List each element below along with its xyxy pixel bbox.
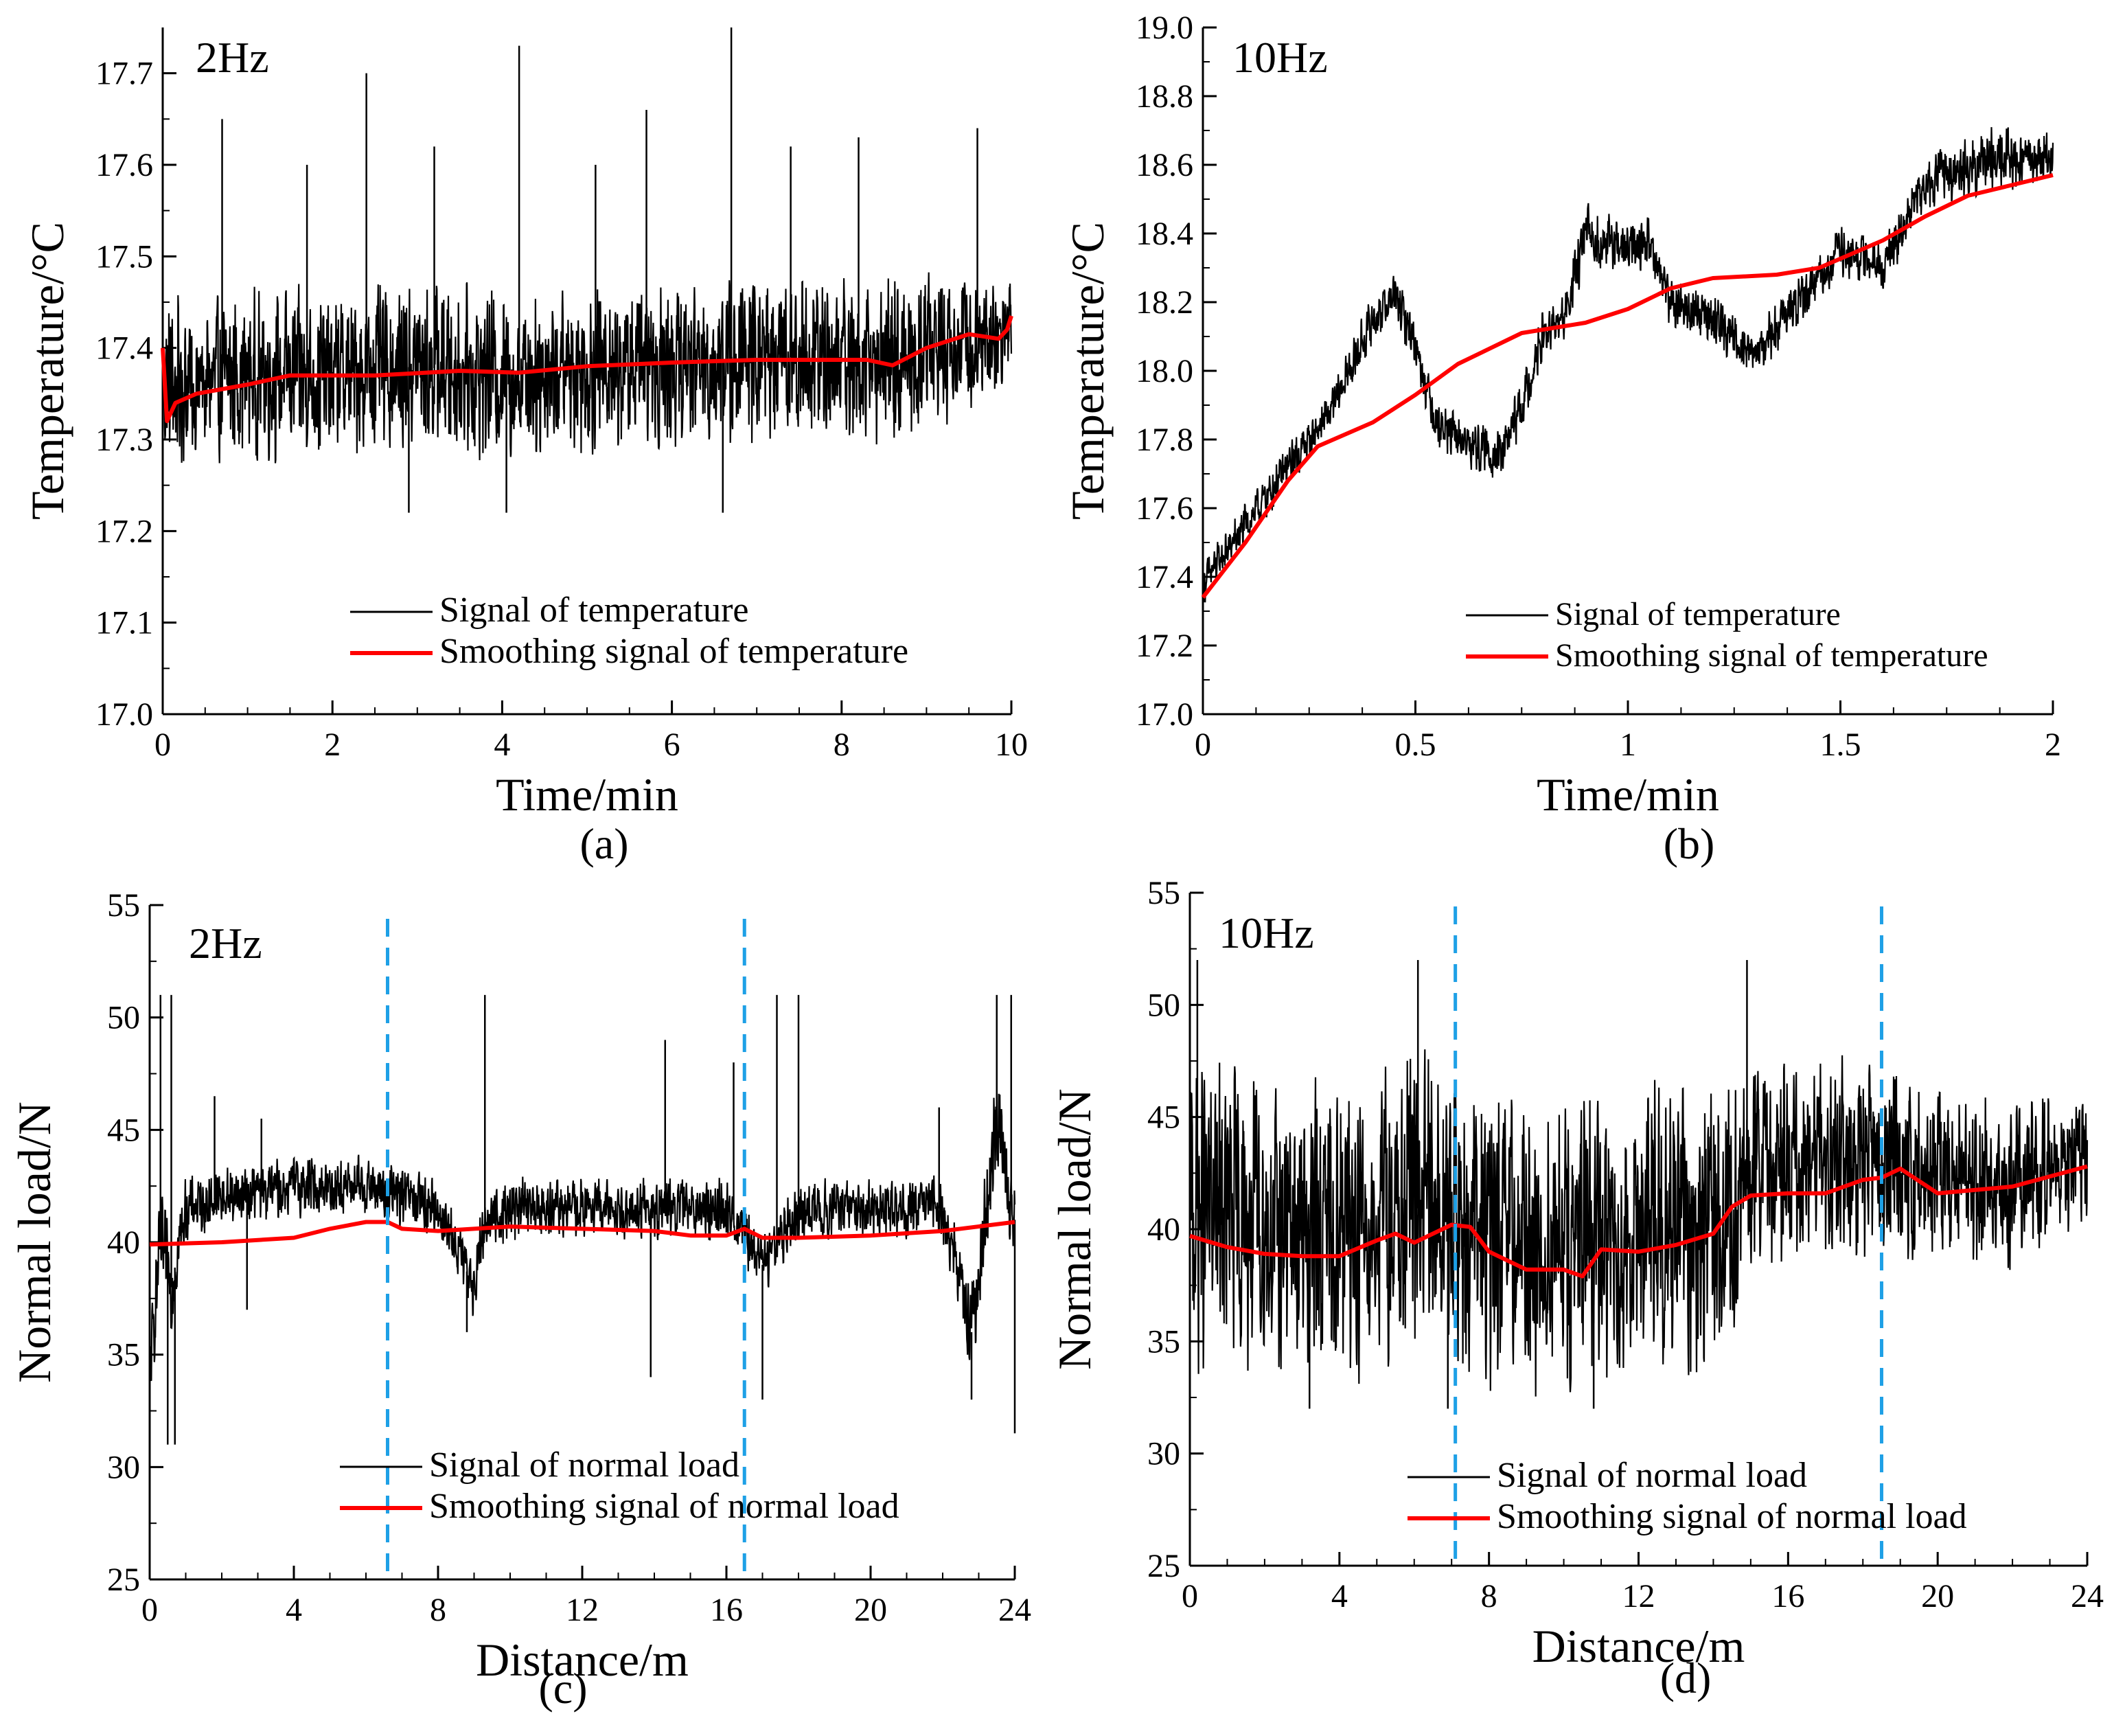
x-tick-label: 1 [1620,727,1636,763]
frequency-annotation: 10Hz [1219,909,1314,957]
y-tick-label: 25 [107,1562,140,1598]
x-tick-label: 2 [2045,727,2061,763]
x-tick-label: 0 [1182,1578,1198,1614]
y-tick-label: 17.6 [95,147,153,183]
x-tick-label: 8 [430,1592,446,1628]
y-tick-label: 50 [1147,987,1180,1023]
x-axis-label: Time/min [496,768,678,821]
raw-signal-line [161,272,1013,464]
y-tick-label: 45 [107,1112,140,1148]
y-tick-label: 17.7 [95,56,153,92]
x-tick-label: 20 [854,1592,887,1628]
x-tick-label: 16 [710,1592,743,1628]
x-tick-label: 12 [1622,1578,1655,1614]
y-tick-label: 30 [107,1449,140,1485]
x-tick-label: 6 [664,727,680,763]
x-axis-label: Distance/m [1532,1620,1745,1672]
y-tick-label: 45 [1147,1099,1180,1136]
smooth-signal-line [1189,1164,2088,1279]
panels-group: 0 2 4 6 8 1017.017.117.217.317.417.517.617.7T… [8,10,2104,1713]
frequency-annotation: 10Hz [1232,33,1328,82]
y-tick-label: 40 [107,1224,140,1261]
legend-label: Smoothing signal of temperature [439,632,908,671]
x-tick-label: 12 [566,1592,599,1628]
y-tick-label: 17.3 [95,422,153,458]
x-tick-label: 4 [494,727,510,763]
x-tick-label: 2 [324,727,341,763]
frequency-annotation: 2Hz [189,919,262,968]
y-tick-label: 17.1 [95,605,153,641]
smooth-signal-line [161,315,1013,424]
y-tick-label: 17.4 [1136,559,1193,595]
y-tick-label: 17.4 [95,330,153,367]
panel-caption: (a) [579,819,628,868]
x-tick-label: 8 [834,727,850,763]
y-tick-label: 17.2 [95,513,153,549]
x-tick-label: 0 [154,727,171,763]
x-tick-label: 16 [1771,1578,1804,1614]
panel-caption: (d) [1660,1654,1712,1702]
raw-signal-line [148,1093,1016,1382]
x-tick-label: 8 [1481,1578,1497,1614]
legend-label: Signal of temperature [1555,596,1841,632]
legend-label: Signal of temperature [439,591,749,630]
y-tick-label: 25 [1147,1548,1180,1584]
y-axis-label: Temperature/°C [21,222,73,520]
x-tick-label: 0 [1195,727,1211,763]
smooth-signal-line [149,1220,1015,1247]
y-tick-label: 18.0 [1136,353,1193,389]
y-tick-label: 18.2 [1136,284,1193,321]
y-tick-label: 40 [1147,1211,1180,1248]
x-tick-label: 24 [2071,1578,2104,1614]
raw-signal-line [1188,1049,2089,1397]
chart-panel-b: 0 0.5 1 1.5 2 17.0 17.2 17.4 17.6 17.8 18.0 18.2 18.… [1061,10,2061,868]
frequency-annotation: 2Hz [196,33,269,82]
y-tick-label: 18.6 [1136,147,1193,183]
panel-caption: (c) [538,1664,587,1713]
legend-label: Signal of normal load [1497,1456,1807,1495]
y-tick-label: 17.0 [95,696,153,733]
legend-label: Smoothing signal of normal load [429,1487,899,1526]
panel-caption: (b) [1664,819,1715,868]
x-axis-label: Distance/m [476,1634,689,1686]
legend-label: Signal of normal load [429,1446,739,1485]
raw-signal-line [1202,127,2054,603]
y-tick-label: 18.8 [1136,78,1193,115]
y-axis-label: Normal load/N [8,1101,60,1383]
y-tick-label: 17.2 [1136,628,1193,664]
y-tick-label: 55 [1147,875,1180,911]
x-tick-label: 0 [141,1592,158,1628]
x-tick-label: 10 [995,727,1028,763]
y-tick-label: 17.6 [1136,490,1193,527]
smooth-signal-line [1201,173,2054,599]
y-tick-label: 17.5 [95,238,153,275]
x-tick-label: 4 [286,1592,302,1628]
chart-panel-c: 0 4 8 12 16 20 24 25 30 35 40 45 50 55 Distance/m Norma… [8,887,1031,1713]
y-axis-label: Temperature/°C [1061,222,1114,520]
x-tick-label: 20 [1921,1578,1954,1614]
x-tick-label: 0.5 [1395,727,1436,763]
x-axis-label: Time/min [1537,768,1719,821]
y-tick-label: 17.0 [1136,696,1193,733]
y-tick-label: 18.4 [1136,216,1193,252]
x-tick-label: 24 [998,1592,1031,1628]
y-tick-label: 50 [107,1000,140,1036]
chart-panel-d: 0 4 8 12 16 20 24 25 30 35 40 45 50 55 Distance/m Norma… [1048,875,2104,1702]
y-tick-label: 19.0 [1136,10,1193,46]
y-tick-label: 35 [1147,1323,1180,1360]
y-tick-label: 55 [107,887,140,924]
y-tick-label: 35 [107,1337,140,1373]
y-axis-label: Normal load/N [1048,1088,1101,1370]
x-tick-label: 1.5 [1820,727,1861,763]
chart-panel-a: 0 2 4 6 8 10 17.0 17.1 17.2 17.3 17.4 17.5 17.6 17.7 T… [21,27,1028,868]
legend-label: Smoothing signal of normal load [1497,1497,1967,1536]
x-tick-label: 4 [1331,1578,1348,1614]
legend-label: Smoothing signal of temperature [1555,637,1988,674]
y-tick-label: 17.8 [1136,422,1193,458]
y-tick-label: 30 [1147,1436,1180,1472]
